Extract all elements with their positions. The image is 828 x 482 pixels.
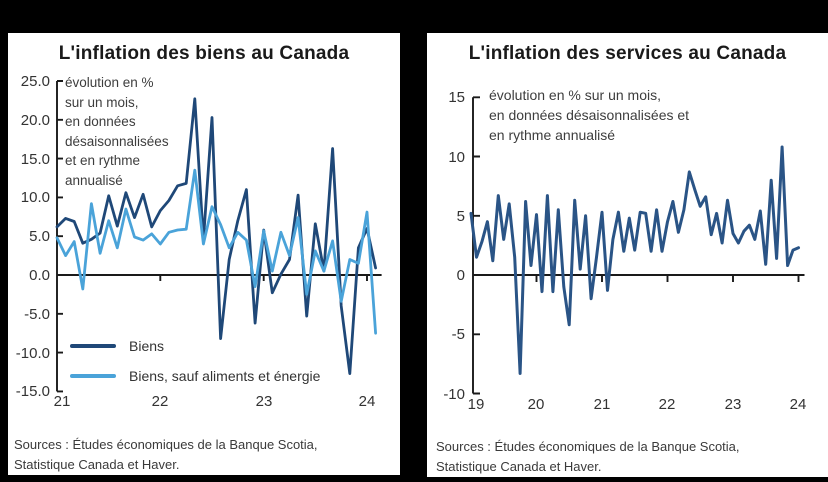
sources-line: Sources : Études économiques de la Banqu… [14, 437, 318, 452]
y-tick-label: 15 [448, 89, 465, 106]
annotation-line: évolution en % [65, 75, 154, 90]
services-chart-title: L'inflation des services au Canada [468, 43, 787, 64]
y-tick-label: 15.0 [20, 151, 50, 168]
y-tick-label: 20.0 [20, 112, 50, 129]
sources-line: Sources : Études économiques de la Banqu… [436, 439, 740, 454]
annotation-line: et en rythme [65, 153, 141, 168]
x-tick-label: 19 [467, 396, 485, 413]
series-line-biens [55, 97, 378, 376]
y-tick-label: 0.0 [29, 267, 50, 284]
services-chart-canvas [469, 96, 805, 395]
annotation-line: annualisé [65, 172, 123, 188]
biens-line-swatch [70, 344, 116, 348]
sources-line: Statistique Canada et Haver. [436, 458, 602, 474]
sources-line: Statistique Canada et Haver. [14, 456, 180, 472]
y-tick-label: 0 [456, 267, 465, 284]
y-tick-label: -10.0 [15, 345, 50, 362]
x-tick-label: 24 [358, 393, 376, 410]
x-tick-label: 20 [527, 396, 545, 413]
y-tick-label: 10.0 [20, 189, 50, 206]
legend-row-biens: Biens [70, 338, 320, 354]
services-inflation-panel: L'inflation des services au Canada évolu… [427, 33, 828, 477]
y-tick-label: -5.0 [24, 306, 50, 323]
x-tick-label: 21 [53, 393, 71, 410]
goods-chart-legend: Biens Biens, sauf aliments et énergie [70, 338, 320, 398]
goods-chart-canvas [55, 80, 382, 393]
axis-lines [472, 96, 805, 395]
goods-chart-title: L'inflation des biens au Canada [58, 43, 350, 64]
series-line-services [469, 145, 800, 375]
x-tick-label: 22 [151, 393, 169, 410]
x-tick-label: 22 [658, 396, 676, 413]
y-tick-label: 25.0 [20, 73, 50, 90]
legend-row-biens-sauf: Biens, sauf aliments et énergie [70, 368, 320, 384]
goods-inflation-panel: L'inflation des biens au Canada évolutio… [8, 33, 400, 475]
annotation-line: sur un mois, [65, 94, 139, 110]
x-tick-label: 23 [724, 396, 742, 413]
services-chart-sources: Sources : Études économiques de la Banqu… [436, 437, 740, 476]
y-tick-label: -5 [451, 326, 465, 343]
annotation-line: en données [65, 114, 136, 129]
y-tick-label: 5.0 [29, 228, 50, 245]
annotation-line: évolution en % sur un mois, [489, 87, 661, 103]
y-tick-label: 10 [448, 149, 465, 166]
services-chart-annotation: évolution en % sur un mois, en données d… [489, 85, 689, 145]
biens-legend-label: Biens [129, 338, 165, 354]
x-tick-label: 21 [593, 396, 611, 413]
y-tick-label: -15.0 [15, 383, 50, 400]
x-tick-label: 23 [255, 393, 273, 410]
y-tick-label: -10 [443, 386, 465, 403]
annotation-line: en données désaisonnalisées et [489, 107, 690, 123]
goods-chart-annotation: évolution en % sur un mois, en données d… [65, 73, 169, 190]
y-tick-label: 5 [456, 208, 465, 225]
biens-sauf-legend-label: Biens, sauf aliments et énergie [129, 368, 321, 384]
annotation-line: en rythme annualisé [489, 127, 616, 143]
annotation-line: désaisonnalisées [65, 133, 169, 149]
x-tick-label: 24 [789, 396, 807, 413]
biens-sauf-line-swatch [70, 374, 116, 378]
goods-chart-sources: Sources : Études économiques de la Banqu… [14, 435, 318, 474]
series-line-biens-sauf-aliments-et-nergie [55, 168, 378, 335]
